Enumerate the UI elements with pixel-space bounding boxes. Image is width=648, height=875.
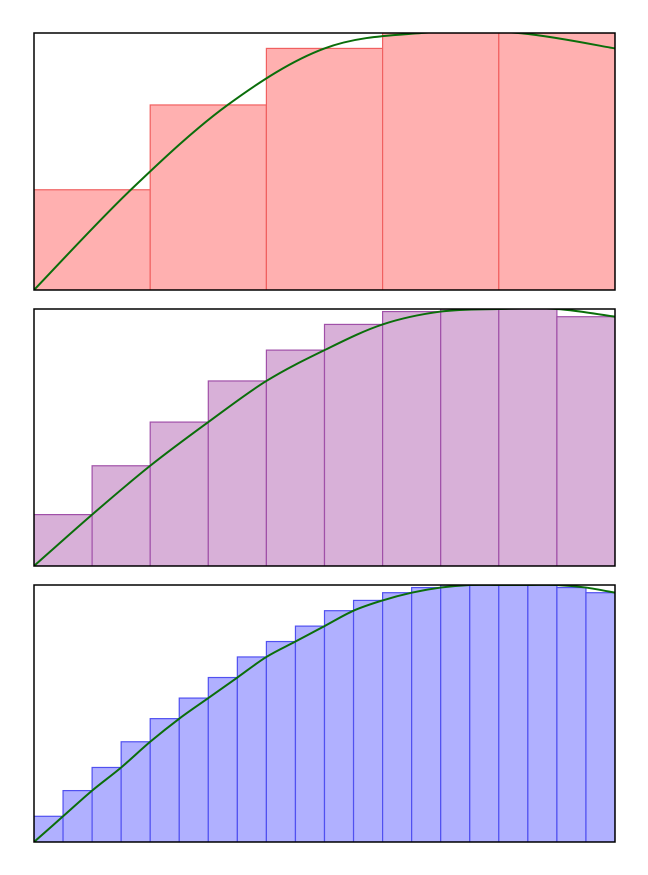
riemann-rect: [236, 656, 268, 842]
riemann-rect: [149, 104, 267, 290]
riemann-panel-2: [33, 308, 616, 567]
riemann-rect: [91, 465, 151, 566]
riemann-rect: [323, 610, 355, 842]
riemann-rect: [265, 47, 384, 290]
riemann-rect: [265, 349, 326, 566]
riemann-rect: [440, 585, 471, 842]
riemann-rect: [556, 316, 615, 566]
riemann-rect: [207, 380, 268, 566]
panel-plot-area: [34, 33, 615, 290]
riemann-rect: [178, 697, 209, 842]
panel-plot-area: [34, 309, 615, 566]
riemann-rect: [498, 33, 615, 290]
riemann-panel-3: [33, 584, 616, 843]
riemann-rect: [120, 741, 151, 842]
riemann-rect: [469, 585, 500, 842]
riemann-rect: [411, 586, 442, 842]
riemann-rect: [440, 309, 500, 566]
panel-frame: [33, 584, 616, 843]
function-curve: [34, 33, 615, 290]
riemann-rect: [382, 310, 442, 566]
riemann-rect: [527, 585, 558, 842]
riemann-rect: [556, 586, 587, 842]
riemann-rect: [207, 676, 238, 842]
riemann-rect: [265, 640, 297, 842]
riemann-rect: [294, 625, 326, 842]
function-curve: [34, 585, 615, 842]
riemann-rect: [352, 599, 384, 842]
riemann-rect: [498, 585, 529, 842]
riemann-rect: [34, 189, 151, 290]
panel-frame: [33, 32, 616, 291]
panel-plot-area: [34, 585, 615, 842]
panel-frame: [33, 308, 616, 567]
function-curve: [34, 309, 615, 566]
riemann-rect: [323, 323, 384, 566]
riemann-rect: [382, 33, 500, 290]
riemann-panel-1: [33, 32, 616, 291]
riemann-rect: [585, 592, 615, 842]
riemann-rect: [382, 592, 413, 842]
riemann-rect: [498, 309, 558, 566]
riemann-rect: [62, 789, 93, 842]
